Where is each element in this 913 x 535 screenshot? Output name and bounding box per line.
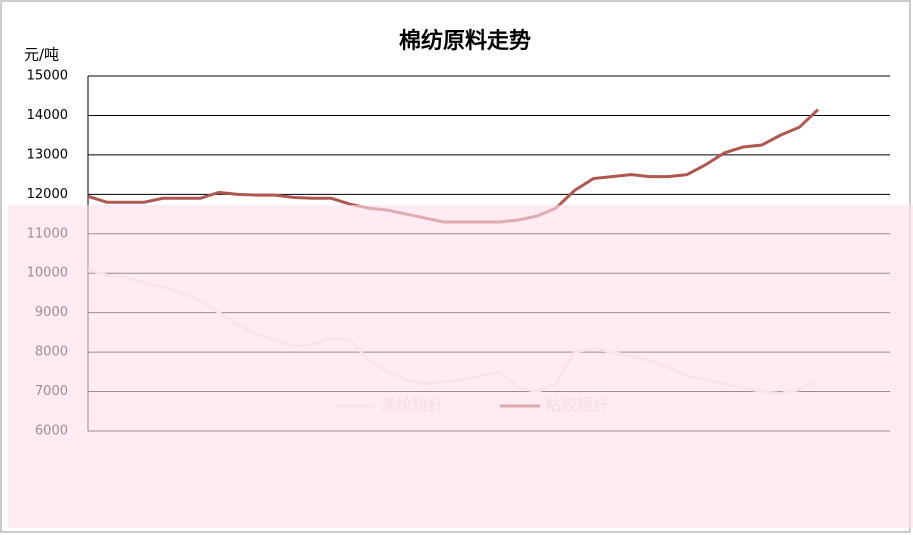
y-tick-label: 13000 bbox=[27, 147, 68, 162]
chart-title: 棉纺原料走势 bbox=[399, 28, 531, 54]
y-tick-label: 12000 bbox=[27, 187, 68, 202]
y-tick-label: 15000 bbox=[27, 69, 68, 84]
y-tick-label: 14000 bbox=[27, 108, 68, 123]
y-axis-label: 元/吨 bbox=[24, 46, 59, 64]
overlay bbox=[8, 205, 913, 528]
